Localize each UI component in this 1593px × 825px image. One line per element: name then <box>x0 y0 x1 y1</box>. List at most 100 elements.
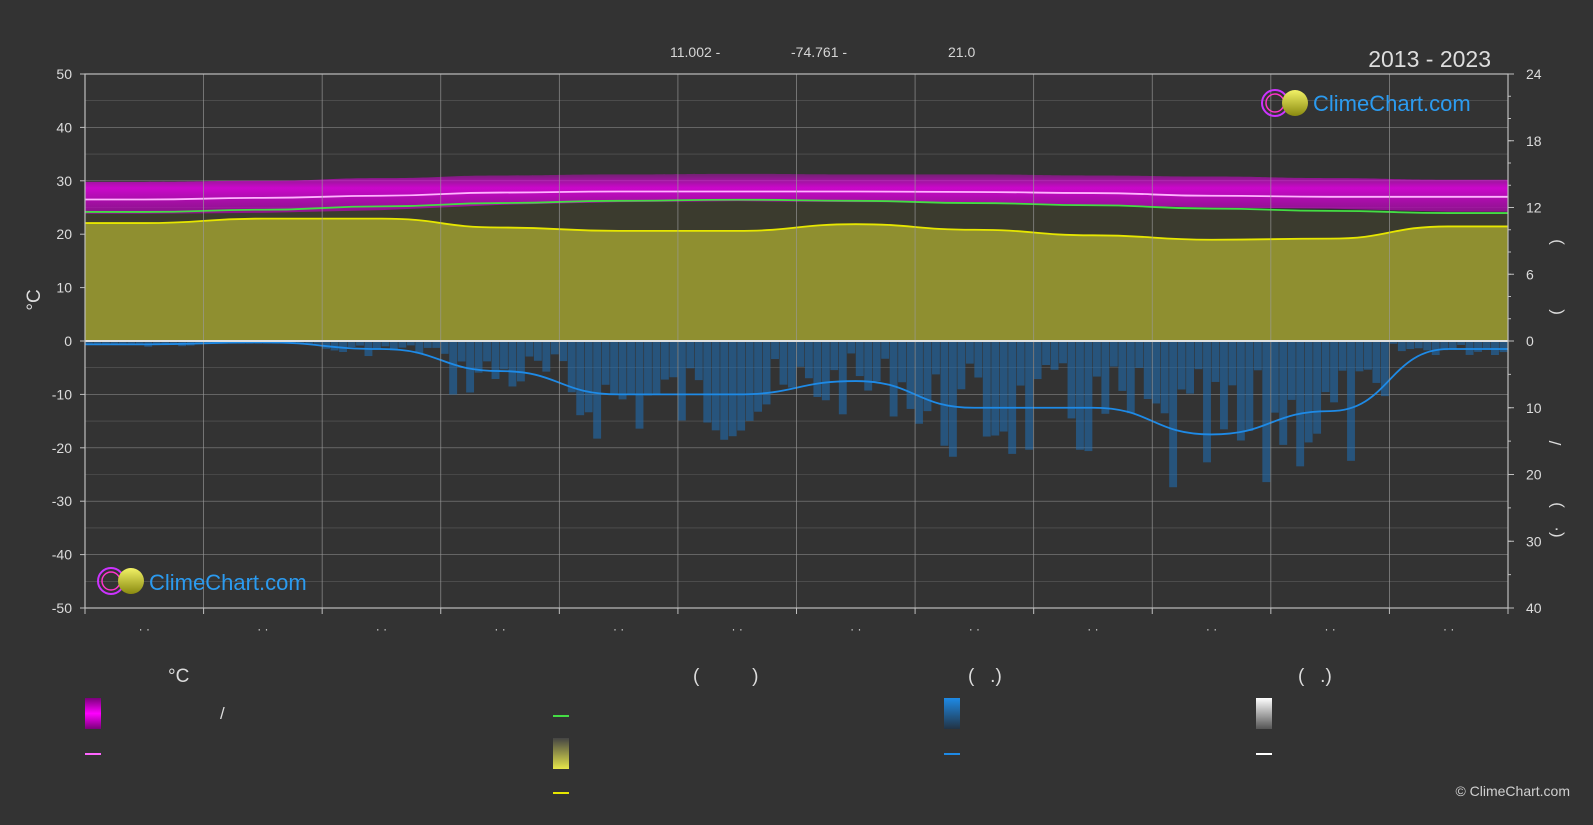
y2-tick-label: 24 <box>1526 66 1542 82</box>
y-tick-label: -30 <box>52 493 72 509</box>
longitude-text: -74.761 - <box>791 44 848 60</box>
y2-tick-label: 0 <box>1526 333 1534 349</box>
precip-bar <box>864 341 873 391</box>
x-tick-label: · · <box>1324 622 1335 636</box>
precip-bar <box>356 341 364 346</box>
legend-sunshine-mean-swatch <box>553 792 569 794</box>
precip-bar <box>525 341 534 357</box>
precip-bar <box>533 341 542 361</box>
precip-bar <box>1126 341 1135 414</box>
precip-bar <box>516 341 525 382</box>
precip-bar <box>347 341 356 348</box>
precip-bar <box>1253 341 1262 371</box>
precip-bar <box>1092 341 1101 377</box>
logo-text: ClimeChart.com <box>149 570 307 595</box>
precip-bar <box>1279 341 1288 445</box>
precip-bar <box>771 341 779 360</box>
precip-bar <box>1414 341 1423 349</box>
precip-bar <box>161 341 170 345</box>
precip-bar <box>940 341 949 446</box>
y3-axis-label: ) <box>1546 502 1565 508</box>
daylight-line <box>85 198 1508 214</box>
precip-bar <box>93 341 102 345</box>
y-tick-label: 20 <box>56 226 72 242</box>
legend-temp-mean-swatch <box>85 753 101 755</box>
precip-bar <box>1355 341 1364 372</box>
precip-bar <box>85 341 93 345</box>
precip-bar <box>1313 341 1322 434</box>
precip-bar <box>635 341 644 429</box>
precip-bar <box>1220 341 1228 430</box>
precip-bar <box>1482 341 1491 350</box>
precip-bar <box>1109 341 1118 367</box>
y3-tick-label: 30 <box>1526 533 1542 549</box>
precip-bar <box>296 341 305 344</box>
precip-bar <box>398 341 407 348</box>
logo-bottom: ClimeChart.com <box>97 567 307 595</box>
precip-bar <box>542 341 551 372</box>
precip-bar <box>1228 341 1237 386</box>
precip-bar <box>618 341 627 400</box>
precip-bar <box>948 341 957 457</box>
precip-bar <box>1059 341 1067 364</box>
precip-bar <box>779 341 788 385</box>
precip-bar <box>694 341 703 381</box>
x-tick-label: · · <box>1206 622 1217 636</box>
x-tick-label: · · <box>139 622 150 636</box>
logo-text: ClimeChart.com <box>1313 91 1471 116</box>
precip-bar <box>1457 341 1466 345</box>
precip-bar <box>677 341 686 421</box>
precip-bar <box>644 341 652 396</box>
precip-bar <box>1397 341 1406 352</box>
precip-bar <box>804 341 813 379</box>
precip-bar <box>1033 341 1042 380</box>
y2-axis-label: ) <box>1546 239 1565 245</box>
precip-bar <box>1440 341 1449 351</box>
precip-bar <box>466 341 475 393</box>
x-tick-label: · · <box>613 622 624 636</box>
x-tick-label: · · <box>969 622 980 636</box>
logo-top: ClimeChart.com <box>1261 89 1471 117</box>
y3-tick-label: 10 <box>1526 400 1542 416</box>
precip-bar <box>991 341 1000 436</box>
y-tick-label: 50 <box>56 66 72 82</box>
precip-bar <box>1364 341 1372 370</box>
precip-bar <box>1177 341 1186 390</box>
precip-bar <box>550 341 559 355</box>
legend-sunshine-swatch <box>553 738 569 769</box>
precip-bar <box>322 341 331 349</box>
precip-bar <box>1025 341 1034 450</box>
precip-bar <box>330 341 339 351</box>
copyright-text: © ClimeChart.com <box>1455 783 1570 799</box>
precip-bar <box>1042 341 1051 366</box>
precip-bar <box>559 341 568 362</box>
precip-bar <box>389 341 398 351</box>
precip-bar <box>152 341 161 346</box>
precip-bar <box>1245 341 1254 432</box>
precip-bar <box>1194 341 1203 370</box>
sunshine-line <box>84 217 1508 241</box>
precip-bar <box>957 341 966 390</box>
precip-bar <box>796 341 805 367</box>
precip-bar <box>660 341 669 380</box>
precip-bar <box>1499 341 1508 353</box>
precip-bar <box>932 341 940 375</box>
precip-bar <box>728 341 737 437</box>
precip-bar <box>982 341 991 437</box>
precip-bar <box>881 341 890 359</box>
elevation-text: 21.0 <box>948 44 976 60</box>
precip-bar <box>1160 341 1169 414</box>
precip-bar <box>872 341 881 382</box>
precip-bar <box>762 341 771 405</box>
precip-bar <box>1211 341 1220 382</box>
precip-bar <box>508 341 517 387</box>
precip-bar <box>195 341 203 344</box>
x-tick-label: · · <box>376 622 387 636</box>
precip-bar <box>627 341 635 395</box>
precip-bar <box>1118 341 1127 391</box>
y-tick-label: -20 <box>52 440 72 456</box>
precip-bar <box>1330 341 1338 403</box>
precip-bar <box>1431 341 1440 356</box>
precip-bar <box>711 341 720 431</box>
precip-bar <box>135 341 144 344</box>
